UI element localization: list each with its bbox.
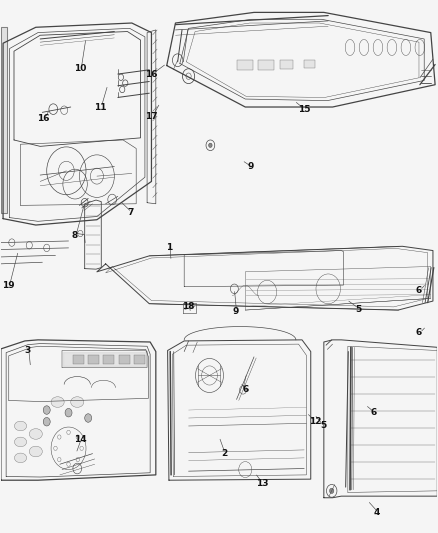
Ellipse shape [14, 421, 27, 431]
Circle shape [85, 414, 92, 422]
Text: 5: 5 [356, 304, 362, 313]
Text: 18: 18 [182, 302, 195, 311]
Ellipse shape [29, 446, 42, 457]
Bar [304, 60, 315, 68]
Text: 11: 11 [94, 102, 106, 111]
Text: 10: 10 [74, 64, 87, 73]
Bar [237, 60, 253, 70]
Bar [134, 355, 145, 365]
Bar [258, 60, 274, 70]
Bar [103, 355, 114, 365]
Text: 8: 8 [72, 231, 78, 240]
Text: 19: 19 [3, 280, 15, 289]
Ellipse shape [29, 429, 42, 439]
Text: 15: 15 [298, 105, 311, 114]
Circle shape [43, 406, 50, 414]
Text: 1: 1 [166, 244, 172, 253]
Text: 13: 13 [256, 479, 268, 488]
Text: 7: 7 [128, 208, 134, 217]
Text: 17: 17 [145, 112, 158, 121]
Text: 12: 12 [309, 417, 321, 426]
Circle shape [43, 417, 50, 426]
Text: 9: 9 [247, 162, 254, 171]
Text: 9: 9 [233, 307, 239, 316]
Text: 5: 5 [320, 422, 326, 431]
Text: 16: 16 [145, 70, 158, 78]
Ellipse shape [51, 397, 64, 407]
Text: 6: 6 [371, 408, 377, 417]
Text: 6: 6 [416, 328, 422, 337]
Circle shape [65, 408, 72, 417]
Bar [280, 60, 293, 69]
Ellipse shape [14, 437, 27, 447]
Text: 4: 4 [374, 507, 380, 516]
Ellipse shape [71, 397, 84, 407]
Text: 2: 2 [221, 449, 227, 458]
Bar [119, 355, 130, 365]
Ellipse shape [14, 453, 27, 463]
Text: 14: 14 [74, 435, 87, 444]
Text: 3: 3 [25, 346, 31, 355]
Bar [88, 355, 99, 365]
Text: 6: 6 [416, 286, 422, 295]
Circle shape [208, 143, 212, 148]
Bar [73, 355, 84, 365]
Text: 16: 16 [37, 114, 50, 123]
Text: 6: 6 [242, 385, 248, 394]
Circle shape [329, 488, 334, 494]
